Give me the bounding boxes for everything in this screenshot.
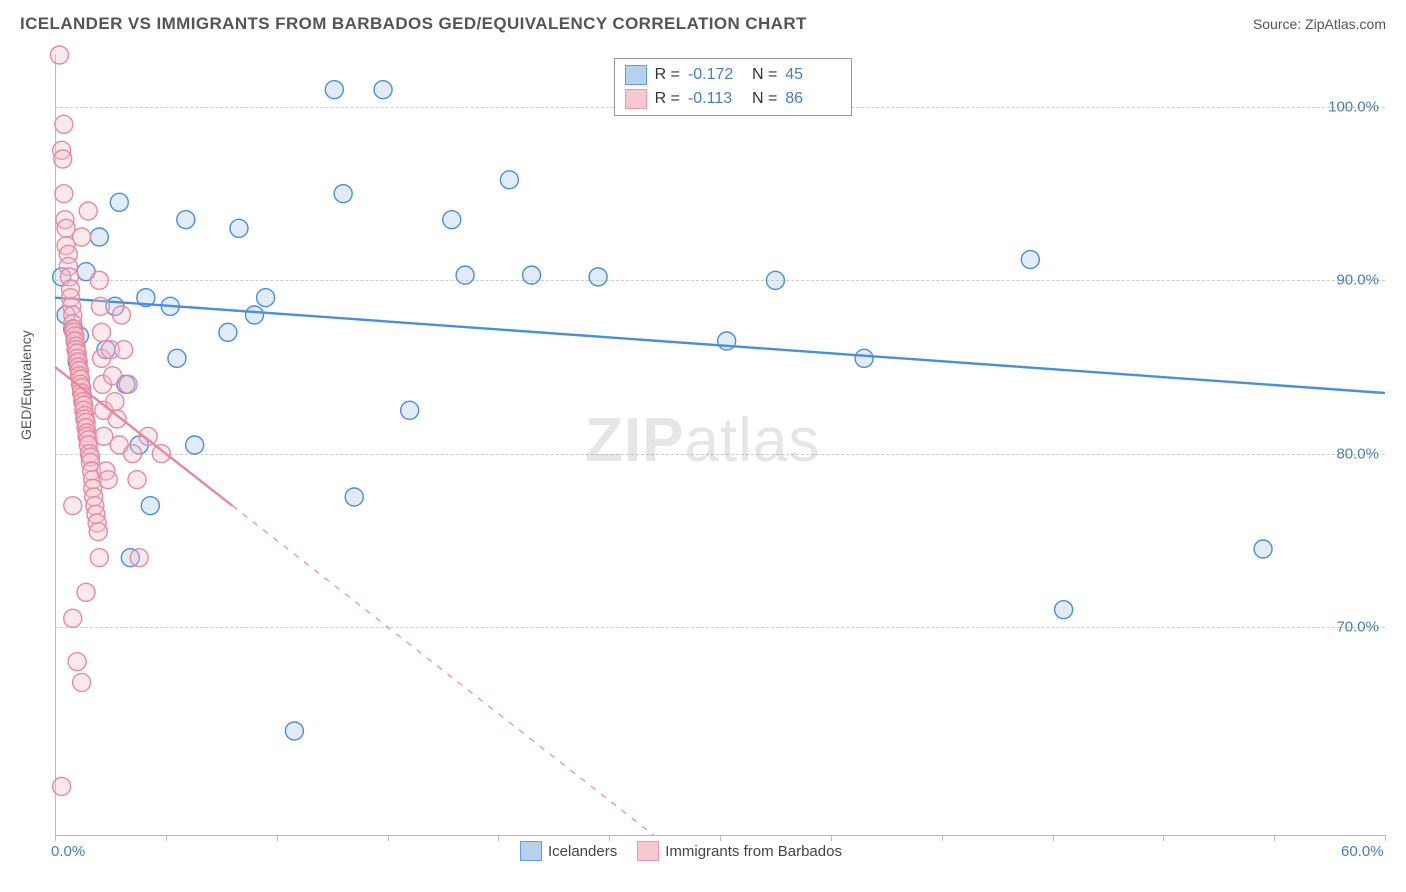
data-point — [325, 81, 343, 99]
data-point — [855, 349, 873, 367]
data-point — [219, 323, 237, 341]
data-point — [1254, 540, 1272, 558]
y-tick-label: 80.0% — [1336, 445, 1379, 462]
data-point — [50, 46, 68, 64]
legend-swatch — [625, 89, 647, 109]
data-point — [1055, 601, 1073, 619]
data-point — [141, 497, 159, 515]
data-point — [230, 219, 248, 237]
data-point — [168, 349, 186, 367]
data-point — [443, 211, 461, 229]
x-tick — [1163, 835, 1164, 841]
data-point — [257, 289, 275, 307]
r-label: R = — [655, 90, 680, 108]
data-point — [177, 211, 195, 229]
x-tick — [942, 835, 943, 841]
data-point — [1021, 251, 1039, 269]
y-tick-label: 100.0% — [1328, 99, 1379, 116]
r-value: -0.113 — [688, 90, 744, 108]
n-value: 45 — [785, 66, 841, 84]
series-legend: Icelanders Immigrants from Barbados — [520, 841, 842, 861]
data-point — [90, 228, 108, 246]
data-point — [73, 228, 91, 246]
data-point — [128, 471, 146, 489]
trend-line — [55, 298, 1385, 393]
data-point — [55, 185, 73, 203]
data-point — [54, 150, 72, 168]
legend-swatch — [625, 65, 647, 85]
r-value: -0.172 — [688, 66, 744, 84]
data-point — [89, 523, 107, 541]
data-point — [500, 171, 518, 189]
n-label: N = — [752, 66, 777, 84]
source-attribution: Source: ZipAtlas.com — [1253, 16, 1386, 32]
legend-swatch — [520, 841, 542, 861]
r-label: R = — [655, 66, 680, 84]
chart-title: ICELANDER VS IMMIGRANTS FROM BARBADOS GE… — [20, 14, 807, 34]
data-point — [68, 653, 86, 671]
data-point — [589, 268, 607, 286]
data-point — [53, 777, 71, 795]
x-tick — [277, 835, 278, 841]
legend-row: R = -0.172 N = 45 — [625, 63, 842, 87]
x-tick — [1274, 835, 1275, 841]
data-point — [401, 401, 419, 419]
plot-area: ZIPatlas R =-0.172N =45R =-0.113N =86 70… — [55, 55, 1385, 836]
data-point — [523, 266, 541, 284]
data-point — [91, 297, 109, 315]
data-point — [334, 185, 352, 203]
scatter-plot-svg — [55, 55, 1385, 835]
data-point — [124, 445, 142, 463]
data-point — [113, 306, 131, 324]
data-point — [130, 549, 148, 567]
x-tick — [55, 835, 56, 841]
data-point — [55, 115, 73, 133]
data-point — [766, 271, 784, 289]
x-tick — [388, 835, 389, 841]
legend-item: Icelanders — [520, 841, 617, 861]
x-tick-label: 0.0% — [51, 843, 85, 860]
x-tick — [498, 835, 499, 841]
data-point — [90, 549, 108, 567]
legend-row: R = -0.113 N = 86 — [625, 87, 842, 111]
legend-label: Icelanders — [548, 843, 617, 860]
y-axis-label: GED/Equivalency — [18, 330, 34, 440]
x-tick — [166, 835, 167, 841]
data-point — [374, 81, 392, 99]
x-tick — [1385, 835, 1386, 841]
data-point — [90, 271, 108, 289]
data-point — [186, 436, 204, 454]
data-point — [285, 722, 303, 740]
source-label: Source: — [1253, 16, 1301, 32]
x-tick — [1053, 835, 1054, 841]
legend-label: Immigrants from Barbados — [665, 843, 842, 860]
data-point — [77, 583, 95, 601]
data-point — [73, 673, 91, 691]
data-point — [64, 609, 82, 627]
data-point — [119, 375, 137, 393]
data-point — [93, 323, 111, 341]
data-point — [456, 266, 474, 284]
legend-item: Immigrants from Barbados — [637, 841, 842, 861]
data-point — [64, 497, 82, 515]
legend-swatch — [637, 841, 659, 861]
y-tick-label: 70.0% — [1336, 619, 1379, 636]
data-point — [110, 193, 128, 211]
trend-line-dashed — [232, 506, 653, 835]
n-label: N = — [752, 90, 777, 108]
source-name: ZipAtlas.com — [1305, 16, 1386, 32]
data-point — [99, 471, 117, 489]
data-point — [115, 341, 133, 359]
data-point — [246, 306, 264, 324]
correlation-legend: R = -0.172 N = 45 R = -0.113 N = 86 — [614, 58, 853, 116]
data-point — [345, 488, 363, 506]
x-tick-label: 60.0% — [1341, 843, 1384, 860]
data-point — [79, 202, 97, 220]
n-value: 86 — [785, 90, 841, 108]
y-tick-label: 90.0% — [1336, 272, 1379, 289]
